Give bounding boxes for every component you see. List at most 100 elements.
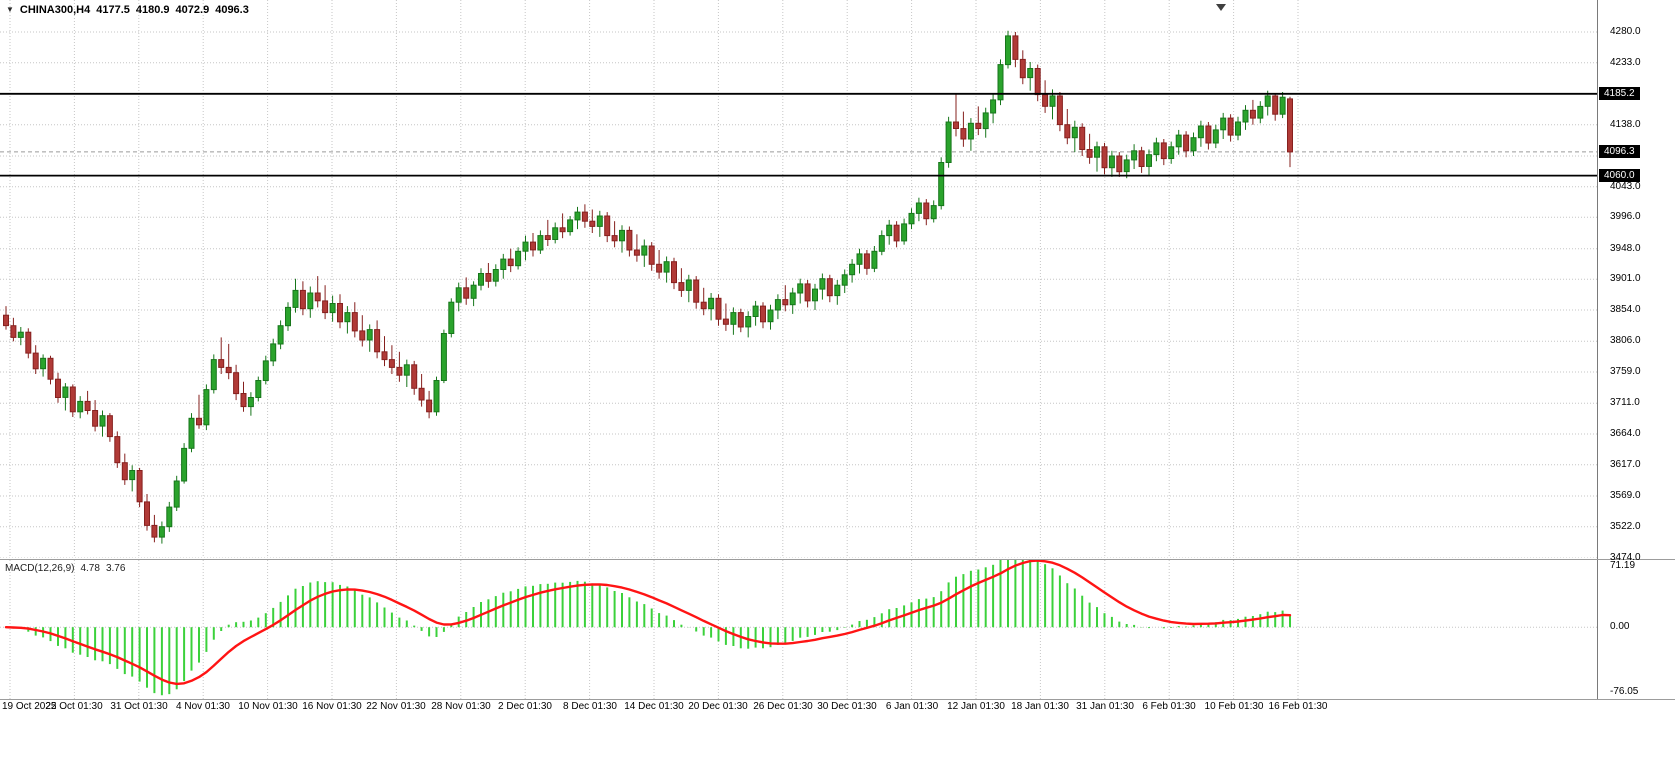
bull-candle [262, 360, 269, 381]
bear-candle [1101, 146, 1108, 169]
chart-title: ▼ CHINA300,H4 4177.5 4180.9 4072.9 4096.… [6, 4, 249, 16]
macd-signal-line [4, 560, 1292, 686]
bear-candle [240, 393, 247, 408]
bull-candle [1146, 154, 1152, 167]
bull-candle [1168, 146, 1175, 160]
bear-candle [225, 366, 232, 374]
price-tick-label: 3474.0 [1610, 552, 1641, 563]
bull-candle [292, 289, 299, 308]
bear-candle [656, 263, 663, 273]
bull-candle [448, 301, 455, 335]
bull-candle [1190, 137, 1197, 152]
bear-candle [463, 287, 470, 299]
price-tag-level-4185: 4185.2 [1599, 87, 1640, 100]
chart-shift-marker-icon[interactable] [1216, 4, 1226, 11]
bull-candle [990, 99, 997, 114]
bear-candle [975, 122, 982, 130]
macd-axis-label: 71.19 [1610, 560, 1636, 571]
time-tick-label: 18 Jan 01:30 [1011, 701, 1069, 712]
bull-candle [574, 211, 581, 221]
price-tick-label: 4280.0 [1610, 26, 1641, 37]
bear-candle [1287, 98, 1293, 153]
bull-candle [938, 162, 945, 207]
bear-candle [1205, 125, 1212, 144]
macd-value-signal: 3.76 [105, 563, 126, 574]
bull-candle [203, 389, 210, 426]
bear-candle [69, 386, 76, 413]
bull-candle [307, 292, 314, 310]
bear-candle [1249, 109, 1256, 119]
bull-candle [767, 309, 774, 323]
bear-candle [923, 202, 930, 220]
bull-candle [277, 325, 284, 345]
bear-candle [92, 410, 99, 427]
bull-candle [1049, 95, 1056, 107]
bull-candle [812, 288, 818, 302]
bull-candle [403, 364, 410, 376]
bull-candle [1197, 125, 1204, 139]
bear-candle [544, 235, 551, 241]
bull-candle [500, 258, 507, 271]
time-axis[interactable]: 19 Oct 2022 25 Oct 01:30 31 Oct 01:30 4 Nov… [0, 701, 1675, 717]
bear-candle [581, 211, 588, 222]
bull-candle [997, 64, 1004, 101]
bull-candle [1005, 35, 1011, 66]
bull-candle [685, 279, 692, 291]
bear-candle [144, 501, 150, 526]
price-axis[interactable]: 4280.0 4233.0 4138.0 4043.0 3996.0 3948.0 3901… [1598, 0, 1675, 563]
bull-candle [433, 380, 440, 413]
pane-separator-line[interactable] [0, 559, 1675, 560]
bull-candle [745, 316, 752, 328]
bear-candle [1034, 68, 1041, 96]
bear-candle [299, 289, 306, 310]
bear-candle [700, 301, 707, 310]
bull-candle [834, 284, 841, 297]
time-tick-label: 16 Feb 01:30 [1268, 701, 1328, 712]
price-chart-pane[interactable] [0, 0, 1597, 558]
bull-candle [255, 380, 262, 398]
bear-candle [678, 282, 685, 291]
time-tick-label: 12 Jan 01:30 [947, 701, 1005, 712]
bull-candle [1212, 129, 1219, 144]
macd-grid-layer [0, 560, 1597, 699]
bear-candle [863, 253, 870, 269]
bear-candle [648, 245, 655, 265]
quote-high: 4180.9 [135, 4, 170, 16]
macd-axis-label: -76.05 [1610, 686, 1639, 697]
bear-candle [388, 359, 395, 368]
price-tick-label: 3617.0 [1610, 459, 1641, 470]
macd-indicator-pane[interactable] [0, 560, 1597, 699]
grid-layer [0, 0, 1597, 558]
bear-candle [55, 378, 61, 399]
bear-candle [32, 352, 39, 370]
bull-candle [774, 299, 781, 311]
time-tick-label: 14 Dec 01:30 [624, 701, 684, 712]
bear-candle [530, 241, 536, 251]
bull-candle [158, 526, 165, 538]
bull-candle [856, 253, 863, 265]
bear-candle [1160, 142, 1167, 160]
bull-candle [908, 212, 915, 225]
bull-candle [492, 269, 499, 282]
bear-candle [611, 235, 618, 242]
price-tick-label: 3522.0 [1610, 521, 1641, 532]
time-tick-label: 8 Dec 01:30 [563, 701, 617, 712]
symbol-dropdown-icon[interactable]: ▼ [6, 5, 14, 14]
axis-separator-line [1597, 0, 1598, 699]
bear-candle [411, 364, 418, 389]
macd-axis[interactable]: 71.19 0.00 -76.05 [1598, 560, 1675, 699]
bull-candle [129, 470, 136, 481]
bear-candle [121, 462, 128, 481]
bull-candle [188, 417, 195, 449]
price-tick-label: 3759.0 [1610, 366, 1641, 377]
bear-candle [671, 261, 677, 284]
price-tag-level-4060: 4060.0 [1599, 169, 1640, 182]
bull-candle [470, 284, 477, 299]
bear-candle [1079, 126, 1086, 151]
bear-candle [1086, 149, 1093, 158]
time-tick-label: 20 Dec 01:30 [688, 701, 748, 712]
bear-candle [337, 303, 343, 323]
bear-candle [1138, 150, 1145, 168]
bull-candle [878, 235, 885, 252]
bear-candle [633, 249, 640, 256]
